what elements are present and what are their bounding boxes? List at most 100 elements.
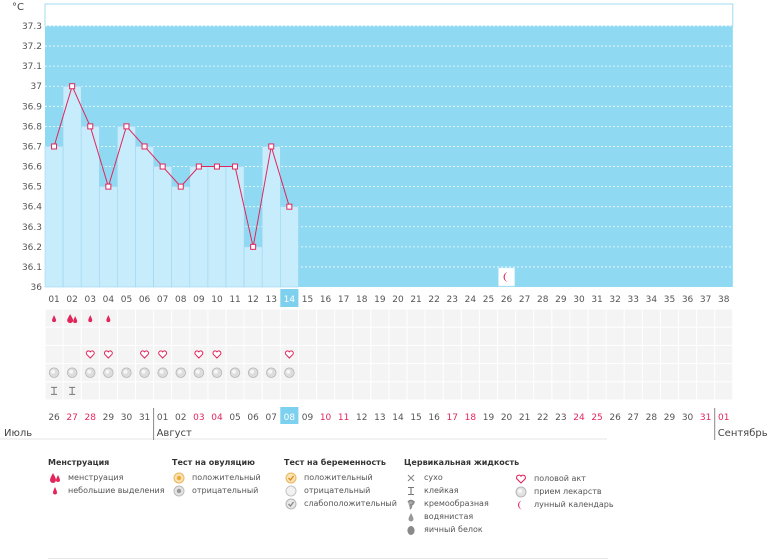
calendar-date: 27 (66, 413, 77, 423)
y-tick-label: 36.1 (22, 263, 42, 273)
y-tick-label: 37.1 (22, 62, 42, 72)
cycle-day-number: 13 (266, 295, 277, 305)
legend-item-ovulation-positive: положительный (172, 471, 261, 484)
symptom-cell (353, 382, 371, 400)
symptom-cell (117, 345, 135, 364)
symptom-cell (461, 382, 479, 400)
legend-item-label: небольшие выделения (68, 486, 165, 495)
symptom-cell (479, 309, 497, 327)
symptom-cell (642, 364, 660, 382)
symptom-cell (226, 382, 244, 400)
temperature-point (123, 123, 130, 130)
symptom-cell (117, 327, 135, 345)
symptom-cell (498, 309, 516, 327)
symptom-cell (298, 309, 316, 327)
pill-highlight (141, 369, 146, 374)
temperature-point (232, 163, 239, 170)
symptom-cell (624, 382, 642, 400)
symptom-cell (280, 327, 298, 345)
symptom-cell (226, 345, 244, 364)
moon-icon (514, 499, 528, 511)
symptom-cell (534, 327, 552, 345)
symptom-cell (697, 364, 715, 382)
symptom-cell (389, 327, 407, 345)
legend-item-intercourse: половой акт (514, 472, 614, 485)
temperature-bar (135, 146, 154, 288)
symptom-cell (534, 364, 552, 382)
heart-icon (85, 350, 95, 359)
legend-item-spotting: небольшие выделения (48, 484, 165, 497)
cycle-day-number: 19 (374, 295, 386, 305)
symptom-cell (190, 382, 208, 400)
symptom-cell (642, 345, 660, 364)
cycle-day-number: 17 (338, 295, 349, 305)
symptom-cell (443, 364, 461, 382)
symptom-cell (407, 382, 425, 400)
symptom-cell (335, 309, 353, 327)
cycle-day-number: 02 (66, 295, 77, 305)
symptom-cell (371, 309, 389, 327)
creamy-icon (404, 498, 418, 510)
symptom-cell (588, 364, 606, 382)
symptom-cell (244, 382, 262, 400)
heart-icon (212, 350, 222, 359)
legend-item-creamy: кремообразная (404, 497, 519, 510)
symptom-cell (244, 309, 262, 327)
symptom-cell (461, 345, 479, 364)
temperature-point (87, 123, 94, 130)
legend-other: половой акт прием лекарств лунный календ… (514, 472, 614, 511)
cycle-day-number: 26 (501, 295, 513, 305)
y-tick-label: 37 (31, 82, 42, 92)
cycle-day-number: 31 (591, 295, 602, 305)
cycle-day-number: 33 (628, 295, 639, 305)
cycle-day-number: 25 (483, 295, 494, 305)
temperature-point (177, 183, 184, 190)
calendar-date: 30 (682, 413, 694, 423)
symptom-cell (588, 382, 606, 400)
legend-item-pregnancy-weak: слабоположительный (284, 497, 397, 510)
cycle-day-number: 22 (428, 295, 439, 305)
symptom-cell (624, 309, 642, 327)
legend-item-egg-white: яичный белок (404, 523, 519, 536)
symptom-cell (117, 382, 135, 400)
cycle-day-number: 15 (302, 295, 313, 305)
sticky-icon (69, 386, 76, 395)
legend-item-label: отрицательный (192, 486, 259, 495)
temperature-point (51, 143, 58, 150)
symptom-cell (335, 382, 353, 400)
symptom-cell (660, 327, 678, 345)
symptom-cell (715, 345, 733, 364)
symptom-cell (154, 327, 172, 345)
y-tick-label: 36.2 (22, 243, 42, 253)
symptom-cell (172, 309, 190, 327)
symptom-cell (99, 327, 117, 345)
calendar-date: 31 (139, 413, 150, 423)
legend-item-label: сухо (424, 473, 443, 482)
symptom-cell (516, 364, 534, 382)
symptom-cell (371, 327, 389, 345)
symptom-cell (117, 309, 135, 327)
calendar-date: 30 (121, 413, 133, 423)
symptom-cell (697, 327, 715, 345)
symptom-cell (99, 382, 117, 400)
symptom-cell (389, 345, 407, 364)
egg-white-icon (404, 524, 418, 536)
symptom-cell (660, 345, 678, 364)
temperature-point (69, 83, 76, 90)
y-tick-label: 36.5 (22, 183, 42, 193)
symptom-cell (697, 309, 715, 327)
calendar-date: 29 (103, 413, 115, 423)
symptom-cell (63, 345, 81, 364)
month-label: Сентябрь (718, 428, 768, 439)
temperature-bar (80, 126, 100, 288)
symptom-cell (317, 364, 335, 382)
symptom-cell (715, 364, 733, 382)
sticky-icon (51, 386, 58, 395)
pill-highlight (213, 369, 218, 374)
calendar-date: 01 (718, 413, 729, 423)
pill-highlight (87, 369, 92, 374)
symptom-cell (534, 382, 552, 400)
month-label: Август (157, 428, 192, 439)
cycle-day-number: 11 (229, 295, 240, 305)
